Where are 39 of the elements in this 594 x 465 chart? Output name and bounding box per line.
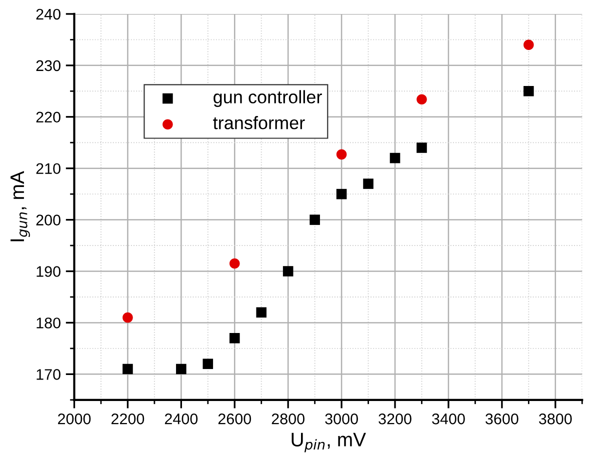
y-tick-label: 190 <box>36 266 60 277</box>
x-tick-label: 3000 <box>325 414 358 424</box>
x-tick-label: 3600 <box>486 414 518 424</box>
point <box>202 358 214 370</box>
legend-label: transformer <box>213 116 305 130</box>
point <box>229 333 240 344</box>
point <box>122 312 133 323</box>
point <box>122 364 133 374</box>
x-tick-label: 3200 <box>378 414 412 424</box>
y-tick-label: 210 <box>36 163 60 174</box>
x-tick-label: 2600 <box>218 414 252 424</box>
point <box>229 258 240 269</box>
legend-label: gun controller <box>214 90 322 107</box>
point <box>416 94 427 105</box>
point <box>282 266 294 276</box>
point <box>390 152 400 164</box>
point <box>336 188 347 200</box>
y-tick-label: 220 <box>36 112 60 123</box>
x-tick-label: 2200 <box>111 414 144 424</box>
point <box>310 214 320 225</box>
point <box>524 40 534 50</box>
y-tick-label: 200 <box>36 214 60 226</box>
y-axis-title: I$_{gun}$, mA <box>10 171 30 242</box>
x-tick-label: 3800 <box>538 414 572 424</box>
point <box>363 178 374 189</box>
x-tick-label: 2000 <box>58 414 91 424</box>
x-axis-title: U$_{pin}$, mV <box>292 432 366 452</box>
point <box>256 307 267 318</box>
x-tick-label: 2800 <box>272 414 304 424</box>
y-tick-label: 170 <box>36 369 60 380</box>
y-tick-label: 230 <box>36 60 60 72</box>
x-tick-label: 2400 <box>164 414 198 424</box>
y-tick-label: 240 <box>36 8 60 20</box>
x-tick-label: 3400 <box>432 414 465 424</box>
y-tick-label: 180 <box>36 318 60 328</box>
point <box>416 142 427 153</box>
point <box>176 364 186 374</box>
point <box>524 86 534 96</box>
point <box>336 149 347 160</box>
